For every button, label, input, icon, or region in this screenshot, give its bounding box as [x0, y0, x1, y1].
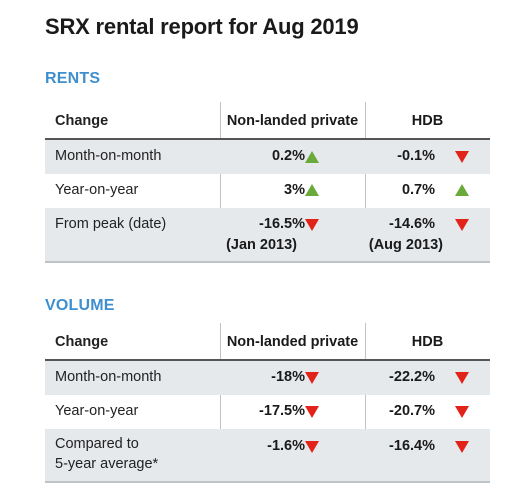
table-row: Year-on-year -17.5% -20.7% — [45, 395, 490, 429]
private-value: -16.5% — [259, 216, 305, 232]
up-triangle-icon — [305, 184, 319, 196]
rents-table: Change Non-landed private HDB Month-on-m… — [45, 102, 490, 263]
volume-table: Change Non-landed private HDB Month-on-m… — [45, 323, 490, 483]
private-value: -1.6% — [267, 438, 305, 454]
up-triangle-icon — [305, 151, 319, 163]
hdb-peak-date: (Aug 2013) — [368, 237, 443, 253]
column-divider — [220, 102, 221, 261]
down-triangle-icon — [455, 151, 469, 163]
down-triangle-icon — [305, 219, 319, 231]
hdb-value: -20.7% — [389, 403, 435, 419]
private-value: -18% — [271, 369, 305, 385]
row-label: Year-on-year — [55, 182, 139, 198]
column-divider — [365, 323, 366, 481]
volume-section-label: VOLUME — [45, 297, 115, 314]
row-label: Year-on-year — [55, 403, 139, 419]
table-header-row: Change Non-landed private HDB — [45, 323, 490, 361]
private-peak-date: (Jan 2013) — [226, 237, 297, 253]
down-triangle-icon — [455, 441, 469, 453]
header-private: Non-landed private — [226, 113, 359, 129]
table-header-row: Change Non-landed private HDB — [45, 102, 490, 140]
header-hdb: HDB — [411, 334, 444, 350]
hdb-value: -0.1% — [397, 148, 435, 164]
down-triangle-icon — [455, 219, 469, 231]
row-label: Month-on-month — [55, 369, 162, 385]
column-divider — [365, 102, 366, 261]
private-value: 3% — [284, 182, 305, 198]
row-label: Month-on-month — [55, 148, 162, 164]
header-private: Non-landed private — [226, 334, 359, 350]
down-triangle-icon — [305, 372, 319, 384]
down-triangle-icon — [455, 406, 469, 418]
row-label-line1: Compared to — [55, 436, 139, 452]
header-change: Change — [55, 113, 109, 129]
row-label: From peak (date) — [55, 216, 167, 232]
hdb-value: -16.4% — [389, 438, 435, 454]
down-triangle-icon — [305, 406, 319, 418]
table-row: Year-on-year 3% 0.7% — [45, 174, 490, 208]
page-title: SRX rental report for Aug 2019 — [45, 14, 359, 39]
table-row: Month-on-month 0.2% -0.1% — [45, 140, 490, 174]
hdb-value: -22.2% — [389, 369, 435, 385]
hdb-value: -14.6% — [389, 216, 435, 232]
header-change: Change — [55, 334, 109, 350]
column-divider — [220, 323, 221, 481]
row-label-line2: 5-year average* — [55, 456, 159, 472]
rents-section-label: RENTS — [45, 70, 101, 87]
private-value: 0.2% — [271, 148, 305, 164]
down-triangle-icon — [455, 372, 469, 384]
table-row: Compared to 5-year average* -1.6% -16.4% — [45, 429, 490, 483]
hdb-value: 0.7% — [401, 182, 435, 198]
private-value: -17.5% — [259, 403, 305, 419]
up-triangle-icon — [455, 184, 469, 196]
table-row: Month-on-month -18% -22.2% — [45, 361, 490, 395]
down-triangle-icon — [305, 441, 319, 453]
table-row: From peak (date) -16.5% (Jan 2013) -14.6… — [45, 208, 490, 263]
header-hdb: HDB — [411, 113, 444, 129]
